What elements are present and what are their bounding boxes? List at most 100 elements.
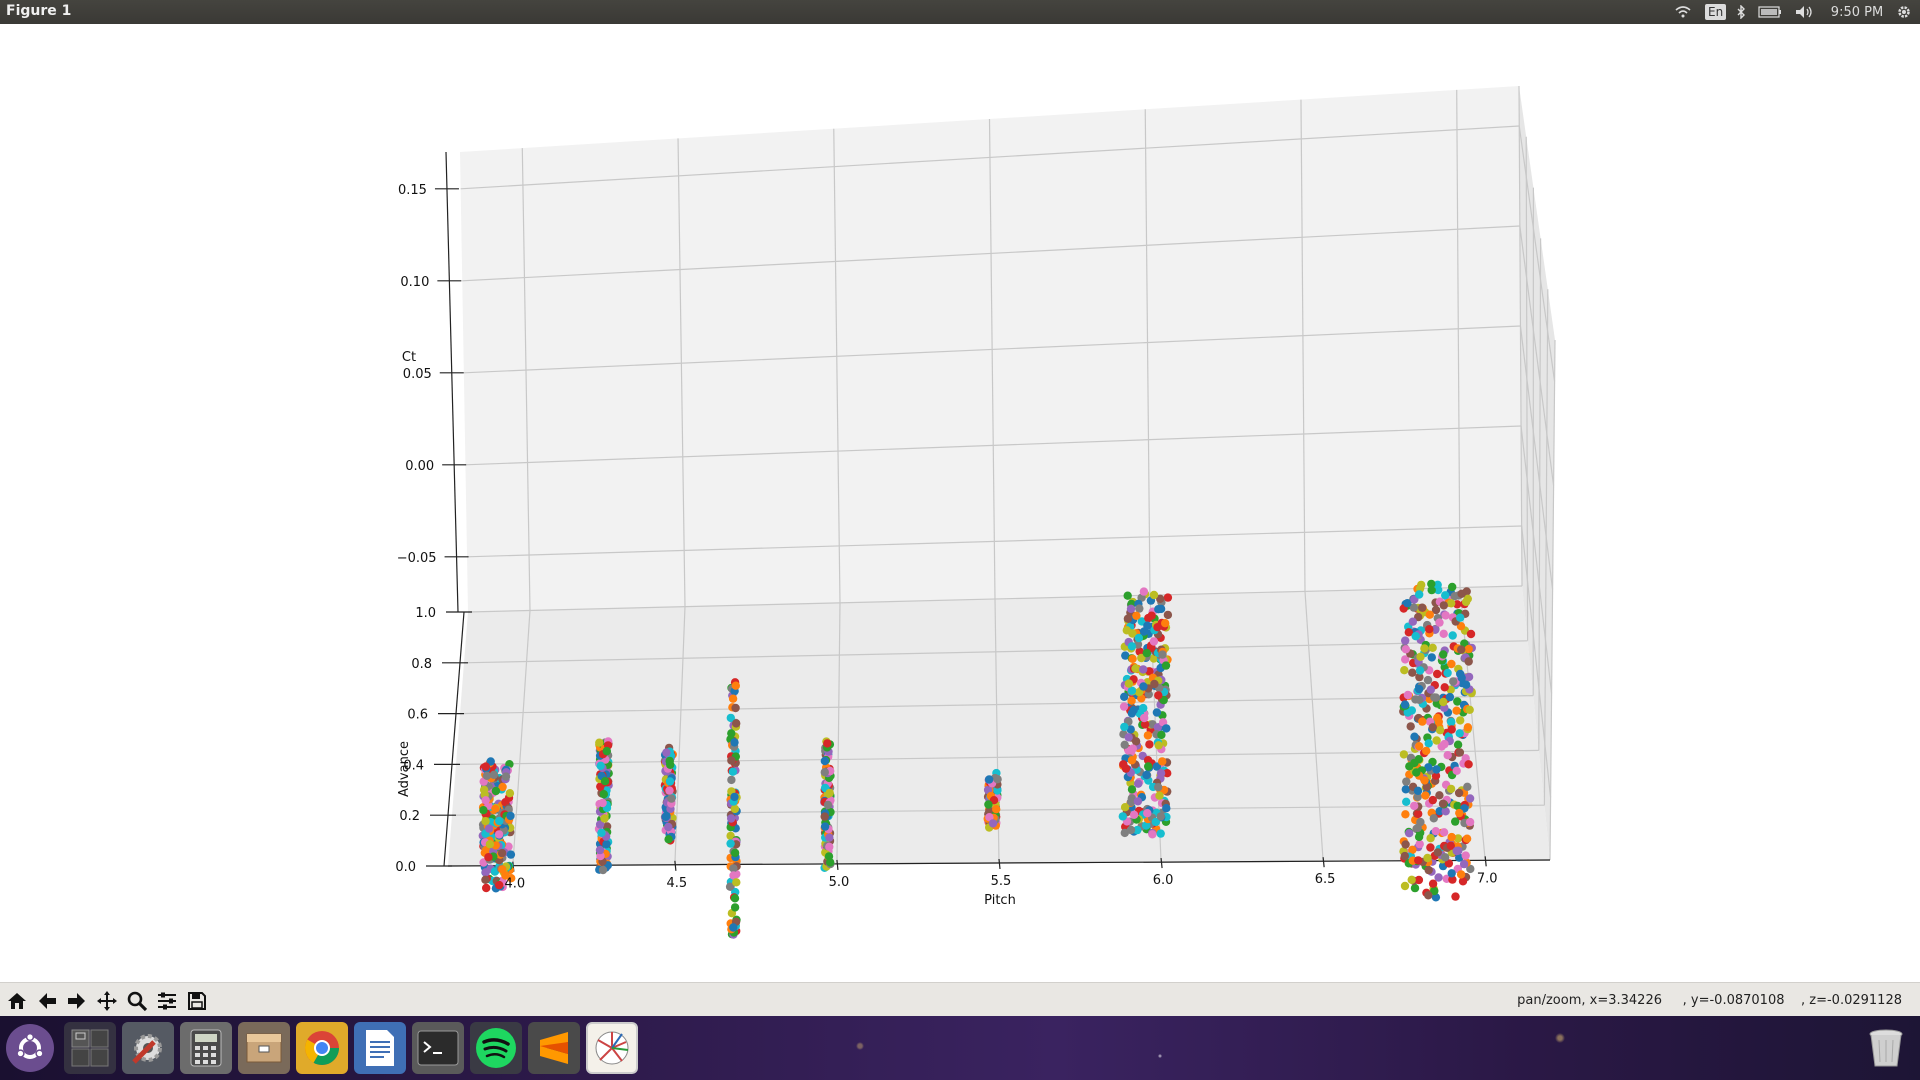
- data-point: [1453, 697, 1462, 706]
- data-point: [1456, 613, 1465, 622]
- data-point: [1161, 661, 1171, 670]
- data-point: [825, 788, 834, 798]
- battery-icon[interactable]: [1756, 0, 1784, 24]
- terminal-icon[interactable]: [412, 1022, 464, 1074]
- spotify-icon[interactable]: [470, 1022, 522, 1074]
- data-point: [984, 800, 993, 809]
- data-point: [730, 792, 739, 802]
- data-point: [732, 719, 741, 728]
- bluetooth-icon[interactable]: [1733, 0, 1749, 24]
- data-point: [1415, 742, 1424, 751]
- data-point: [482, 771, 492, 780]
- trash-icon[interactable]: [1860, 1022, 1912, 1074]
- ubuntu-logo-icon[interactable]: [6, 1024, 54, 1072]
- data-point: [1428, 643, 1437, 652]
- volume-icon[interactable]: [1792, 0, 1818, 24]
- data-point: [726, 713, 735, 723]
- data-point: [481, 846, 491, 855]
- grid-line: [674, 606, 686, 865]
- data-point: [1431, 893, 1441, 902]
- clock[interactable]: 9:50 PM: [1830, 4, 1884, 20]
- save-icon[interactable]: [184, 988, 210, 1014]
- data-point: [1414, 832, 1424, 842]
- figure-app-icon[interactable]: [586, 1022, 638, 1074]
- data-point: [1441, 807, 1450, 816]
- data-point: [1431, 605, 1441, 615]
- data-point: [1127, 785, 1137, 794]
- data-point: [498, 782, 507, 792]
- data-point: [727, 729, 736, 738]
- language-indicator[interactable]: En: [1705, 4, 1727, 20]
- data-point: [501, 772, 511, 781]
- configure-icon[interactable]: [154, 988, 180, 1014]
- home-icon[interactable]: [4, 988, 30, 1014]
- data-point: [1456, 870, 1466, 879]
- data-point: [1119, 760, 1128, 769]
- data-point: [1414, 856, 1423, 865]
- data-point: [728, 694, 738, 703]
- data-point: [1429, 814, 1439, 823]
- z-tick-label: −0.05: [397, 551, 437, 566]
- data-point: [1162, 804, 1171, 813]
- grid-line: [465, 425, 1522, 466]
- data-point: [481, 762, 490, 771]
- data-point: [1406, 722, 1415, 731]
- data-point: [1452, 846, 1461, 856]
- grid-line: [988, 118, 996, 600]
- data-point: [1137, 653, 1146, 663]
- z-axis-label: Ct: [402, 350, 416, 365]
- data-point: [595, 845, 605, 855]
- data-point: [1415, 684, 1424, 694]
- forward-icon[interactable]: [64, 988, 90, 1014]
- data-point: [1421, 791, 1430, 800]
- sublime-text-icon[interactable]: [528, 1022, 580, 1074]
- writer-icon[interactable]: [354, 1022, 406, 1074]
- grid-line: [455, 749, 1539, 765]
- data-point: [1152, 762, 1162, 771]
- z-tick-label: 0.15: [398, 183, 427, 198]
- wifi-icon[interactable]: [1672, 0, 1694, 24]
- data-point: [1135, 647, 1144, 656]
- data-point: [825, 833, 834, 842]
- workspace-switcher-icon[interactable]: [64, 1022, 116, 1074]
- data-point: [1465, 705, 1474, 714]
- grid-line: [1300, 99, 1306, 592]
- back-icon[interactable]: [34, 988, 60, 1014]
- scatter-3d-chart[interactable]: 4.0 4.5 5.0 5.5 6.0 6.5 7.0 0.0 0.2 0.4 0.6 0.8 1.0 0…: [0, 24, 1920, 982]
- figure-canvas[interactable]: 4.0 4.5 5.0 5.5 6.0 6.5 7.0 0.0 0.2 0.4 0.6 0.8 1.0 0…: [0, 24, 1920, 982]
- data-point: [1431, 827, 1441, 836]
- data-point: [820, 768, 829, 777]
- chrome-icon[interactable]: [296, 1022, 348, 1074]
- data-point: [1127, 642, 1137, 651]
- data-point: [1447, 659, 1456, 669]
- data-point: [993, 786, 1002, 795]
- pan-icon[interactable]: [94, 988, 120, 1014]
- data-point: [1455, 853, 1464, 862]
- data-point: [506, 850, 516, 859]
- data-point: [730, 894, 740, 903]
- system-settings-icon[interactable]: [122, 1022, 174, 1074]
- grid-line: [459, 695, 1534, 715]
- x-tick-label: 4.5: [667, 876, 688, 891]
- data-point: [1143, 621, 1152, 630]
- file-archive-icon[interactable]: [238, 1022, 290, 1074]
- data-point: [495, 816, 504, 826]
- data-point: [1418, 603, 1427, 612]
- data-point: [1428, 879, 1438, 888]
- data-point: [1466, 864, 1475, 874]
- gear-icon[interactable]: [1894, 0, 1914, 24]
- floor-pane: [448, 586, 1550, 866]
- calculator-icon[interactable]: [180, 1022, 232, 1074]
- data-point: [1127, 756, 1137, 765]
- data-point: [1410, 801, 1419, 811]
- data-point: [820, 822, 830, 831]
- grid-line: [1521, 525, 1552, 798]
- data-point: [1447, 599, 1456, 608]
- grid-line: [833, 128, 841, 603]
- data-point: [1121, 651, 1130, 660]
- grid-line: [1519, 325, 1554, 590]
- data-point: [726, 839, 735, 848]
- zoom-icon[interactable]: [124, 988, 150, 1014]
- data-point: [992, 805, 1001, 814]
- data-point: [1449, 677, 1458, 686]
